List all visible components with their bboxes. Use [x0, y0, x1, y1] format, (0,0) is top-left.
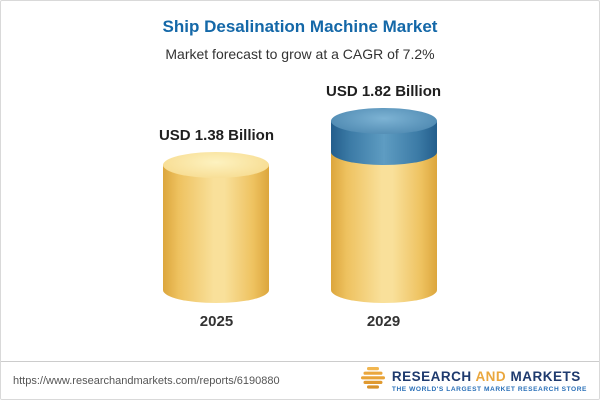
- report-url-link[interactable]: https://www.researchandmarkets.com/repor…: [13, 374, 280, 387]
- cylinder-top-cap: [330, 108, 437, 134]
- chart-header: Ship Desalination Machine Market Market …: [1, 1, 599, 62]
- logo-wordmark: RESEARCH AND MARKETS: [392, 369, 587, 384]
- cylinder-2025: [163, 152, 270, 303]
- chart-subtitle: Market forecast to grow at a CAGR of 7.2…: [165, 46, 435, 62]
- research-and-markets-logo[interactable]: RESEARCH AND MARKETS THE WORLD'S LARGEST…: [360, 366, 587, 395]
- logo-text: RESEARCH AND MARKETS THE WORLD'S LARGEST…: [392, 369, 587, 393]
- bar-group-2029: USD 1.82 Billion 2029: [326, 83, 441, 330]
- cylinder-body-segment: [330, 152, 437, 303]
- logo-word-research: RESEARCH: [391, 368, 472, 384]
- bar-value-label-2029: USD 1.82 Billion: [326, 83, 442, 100]
- cylinder-top-cap: [163, 152, 270, 178]
- card-footer: https://www.researchandmarkets.com/repor…: [1, 361, 599, 399]
- x-axis-label-2025: 2025: [199, 313, 234, 330]
- logo-tagline: THE WORLD'S LARGEST MARKET RESEARCH STOR…: [391, 385, 587, 393]
- logo-word-markets: MARKETS: [510, 368, 581, 384]
- bar-group-2025: USD 1.38 Billion 2025: [159, 127, 274, 330]
- chart-title: Ship Desalination Machine Market: [162, 17, 438, 36]
- logo-word-and: AND: [475, 368, 507, 384]
- cylinder-2029: [330, 108, 437, 303]
- gold-stacked-bars-globe-icon: [360, 366, 386, 395]
- bar-chart: USD 1.38 Billion 2025 USD 1.82 Billion 2…: [1, 70, 599, 330]
- cylinder-body-segment: [163, 165, 270, 303]
- x-axis-label-2029: 2029: [366, 313, 401, 330]
- bar-value-label-2025: USD 1.38 Billion: [158, 127, 274, 144]
